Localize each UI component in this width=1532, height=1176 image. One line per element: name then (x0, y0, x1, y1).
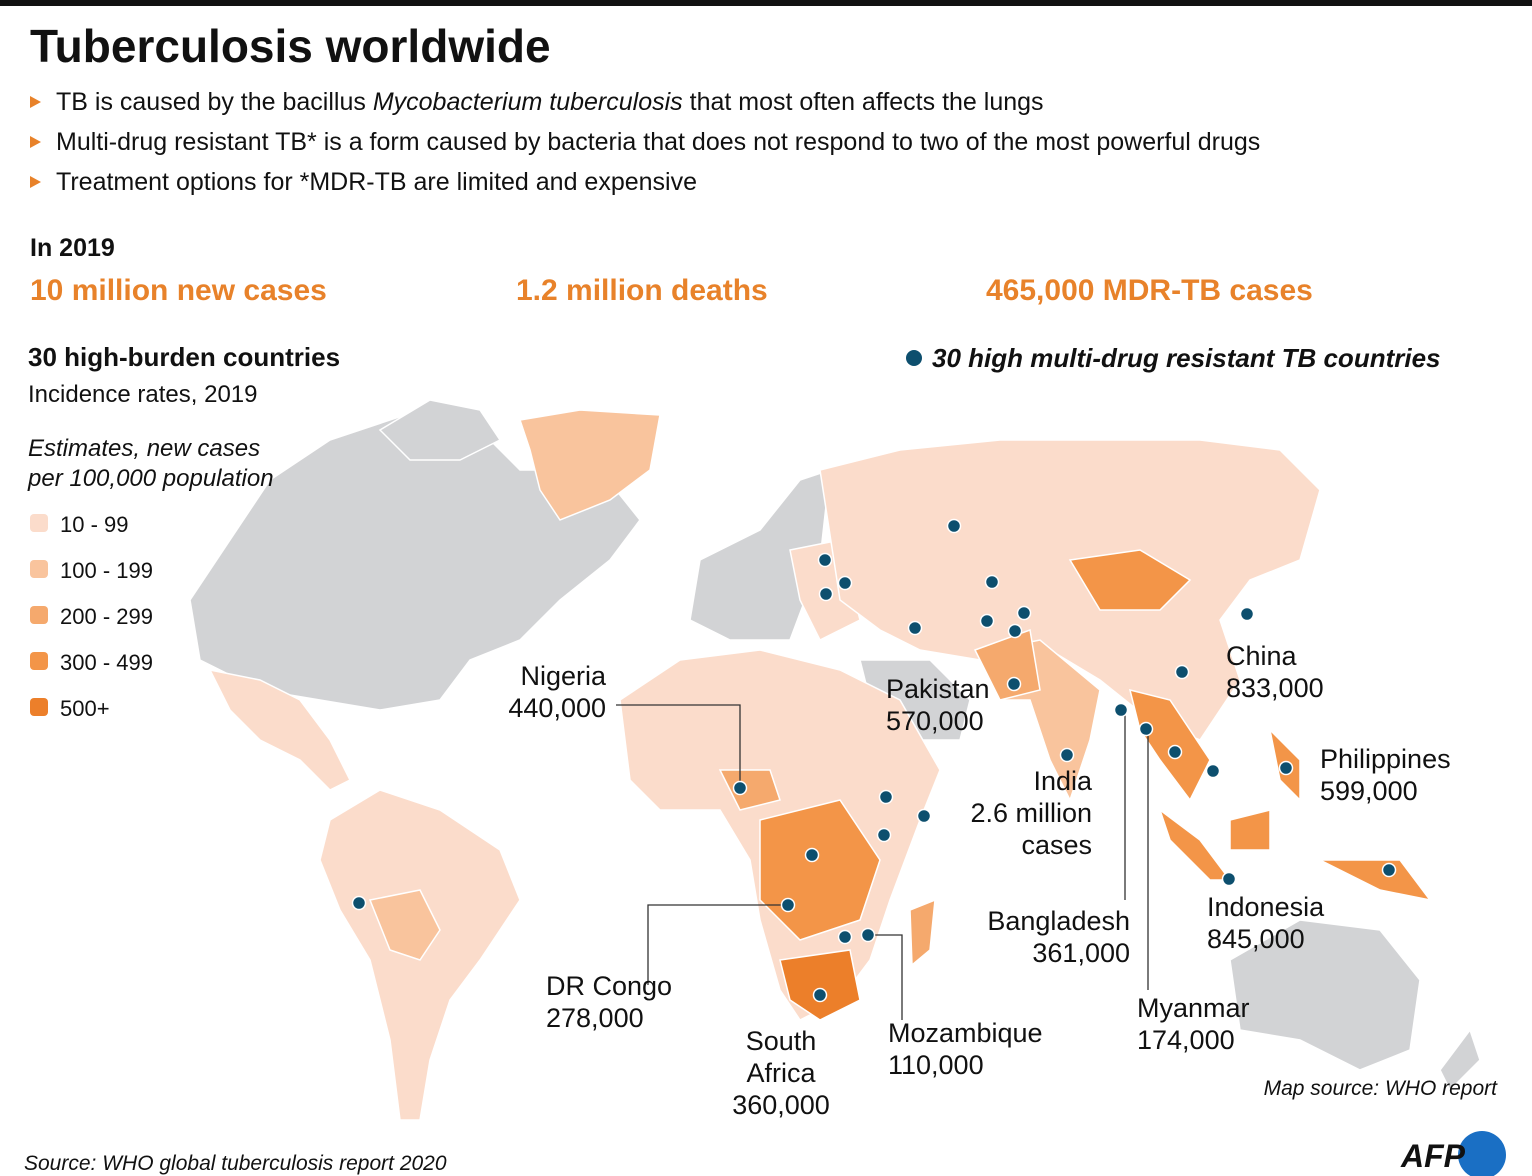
mdr-dot (1221, 871, 1237, 887)
mdr-dots (351, 518, 1397, 1003)
mdr-dot (860, 927, 876, 943)
country-label: 570,000 (886, 706, 984, 736)
mdr-legend-label: 30 high multi-drug resistant TB countrie… (932, 343, 1441, 373)
mdr-dot (984, 574, 1000, 590)
mdr-dot (878, 789, 894, 805)
bullet: Multi-drug resistant TB* is a form cause… (56, 128, 1260, 156)
mdr-dot (837, 575, 853, 591)
mdr-dot (1167, 744, 1183, 760)
legend-label: 100 - 199 (60, 558, 153, 583)
legend-title: 30 high-burden countries (28, 342, 340, 372)
mdr-dot (1205, 763, 1221, 779)
country-label: Bangladesh (987, 906, 1130, 936)
mdr-dot (1059, 747, 1075, 763)
stat: 10 million new cases (30, 274, 327, 307)
mdr-dot (979, 613, 995, 629)
stat: 465,000 MDR-TB cases (986, 274, 1313, 307)
country-label: DR Congo (546, 971, 672, 1001)
legend-swatch (30, 606, 48, 624)
bullet: TB is caused by the bacillus Mycobacteri… (56, 88, 1044, 116)
title: Tuberculosis worldwide (30, 20, 551, 72)
country-label: 278,000 (546, 1003, 644, 1033)
country-label: Nigeria (520, 661, 607, 691)
legend-dot (906, 350, 922, 366)
bullet-marker (30, 96, 41, 108)
mdr-dot (1138, 721, 1154, 737)
mdr-dot (351, 895, 367, 911)
legend-label: 200 - 299 (60, 604, 153, 629)
legend-label: 500+ (60, 696, 110, 721)
leader-line (868, 934, 903, 1020)
country-label: South (746, 1026, 817, 1056)
country-label: 110,000 (888, 1050, 984, 1080)
legend-swatch (30, 514, 48, 532)
mdr-dot (1381, 862, 1397, 878)
bullet-marker (30, 176, 41, 188)
country-label: 2.6 million (970, 798, 1092, 828)
country-label: 833,000 (1226, 673, 1324, 703)
mdr-dot (876, 827, 892, 843)
legend-label: 10 - 99 (60, 512, 129, 537)
country-label: cases (1021, 830, 1092, 860)
leader-line (616, 704, 741, 788)
bullet-marker (30, 136, 41, 148)
mdr-dot (1239, 606, 1255, 622)
legend-swatch (30, 698, 48, 716)
mdr-dot (817, 552, 833, 568)
stat: 1.2 million deaths (516, 274, 768, 307)
mdr-dot (804, 847, 820, 863)
mdr-dot (732, 780, 748, 796)
mdr-dot (1016, 605, 1032, 621)
logo: AFP (1400, 1138, 1466, 1174)
country-label: 174,000 (1137, 1025, 1235, 1055)
legend-note: per 100,000 population (27, 465, 274, 492)
country-label: 361,000 (1032, 938, 1130, 968)
top-bar (0, 0, 1532, 6)
stats-heading: In 2019 (30, 234, 115, 262)
country-label: Indonesia (1207, 892, 1325, 922)
bullet-text: that most often affects the lungs (683, 88, 1044, 116)
leader-line (647, 904, 788, 985)
source: Source: WHO global tuberculosis report 2… (24, 1152, 447, 1175)
country-label: Pakistan (886, 674, 990, 704)
country-label: 599,000 (1320, 776, 1418, 806)
mdr-dot (1006, 676, 1022, 692)
mdr-dot (1174, 664, 1190, 680)
mdr-dot (780, 897, 796, 913)
country-label: China (1226, 641, 1298, 671)
country-label: 845,000 (1207, 924, 1305, 954)
country-label: 360,000 (732, 1090, 830, 1120)
leader-lines (616, 704, 1149, 1020)
country-label: Mozambique (888, 1018, 1043, 1048)
mdr-dot (837, 929, 853, 945)
mdr-dot (946, 518, 962, 534)
country-label: Philippines (1320, 744, 1451, 774)
map-source: Map source: WHO report (1264, 1077, 1499, 1100)
country-label: 440,000 (508, 693, 606, 723)
mdr-dot (818, 586, 834, 602)
mdr-dot (907, 620, 923, 636)
mdr-dot (1113, 702, 1129, 718)
country-label: India (1033, 766, 1093, 796)
bullet-text: Treatment options for *MDR-TB are limite… (56, 168, 697, 196)
bullet-text: Multi-drug resistant TB* is a form cause… (56, 128, 1260, 156)
bullet-text: Mycobacterium tuberculosis (373, 88, 683, 116)
country-label: Myanmar (1137, 993, 1250, 1023)
mdr-dot (1007, 623, 1023, 639)
mdr-dot (812, 987, 828, 1003)
legend-subtitle: Incidence rates, 2019 (28, 381, 258, 408)
legend-swatch (30, 560, 48, 578)
legend-swatch (30, 652, 48, 670)
logo-circle (1458, 1131, 1506, 1176)
bullet-text: TB is caused by the bacillus (56, 88, 373, 116)
mdr-dot (1278, 760, 1294, 776)
legend-label: 300 - 499 (60, 650, 153, 675)
mdr-dot (916, 808, 932, 824)
country-label: Africa (746, 1058, 816, 1088)
bullet: Treatment options for *MDR-TB are limite… (56, 168, 697, 196)
world-map (189, 399, 1481, 1121)
legend-note: Estimates, new cases (28, 435, 260, 462)
